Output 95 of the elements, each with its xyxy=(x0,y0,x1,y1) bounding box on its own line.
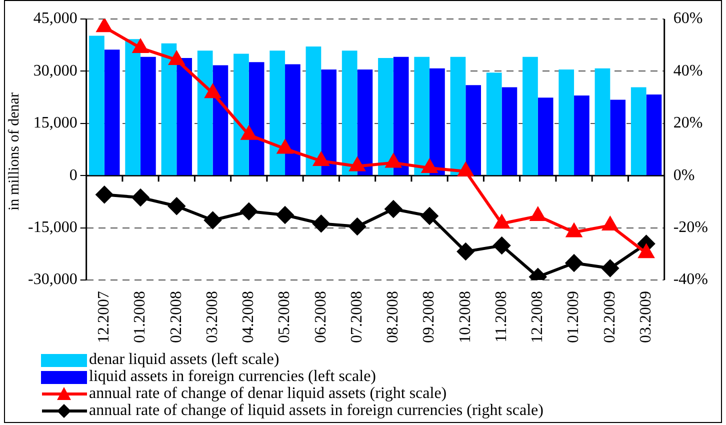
bar xyxy=(646,94,662,176)
bar xyxy=(630,87,646,176)
point xyxy=(384,200,402,218)
x-tick-label: 04.2008 xyxy=(240,291,258,343)
point xyxy=(168,198,186,215)
bar xyxy=(234,54,249,176)
y-tick-label: -15,000 xyxy=(28,219,78,236)
point xyxy=(638,244,654,258)
y-tick-label: 30,000 xyxy=(33,62,78,80)
point xyxy=(277,140,293,154)
bar xyxy=(285,64,300,176)
x-tick-label: 02.2008 xyxy=(168,291,185,343)
point xyxy=(350,158,365,172)
bar xyxy=(321,69,336,176)
bar xyxy=(140,56,156,176)
bar xyxy=(486,72,502,176)
bar xyxy=(574,96,590,176)
bar xyxy=(306,46,322,176)
bar xyxy=(430,68,445,176)
x-tick-label: 01.2008 xyxy=(132,291,149,343)
point xyxy=(204,212,222,229)
x-tick-label: 02.2009 xyxy=(601,291,618,343)
point xyxy=(494,215,510,229)
point xyxy=(530,208,546,222)
x-tick-label: 12.2007 xyxy=(96,291,113,343)
legend-label: liquid assets in foreign currencies (left scale) xyxy=(89,368,376,385)
bar xyxy=(270,50,286,176)
x-tick-label: 01.2009 xyxy=(565,291,582,343)
point xyxy=(566,224,582,238)
x-tick-label: 06.2008 xyxy=(312,291,330,343)
point xyxy=(240,202,258,220)
bar xyxy=(197,50,213,176)
point xyxy=(205,84,220,98)
bar xyxy=(558,69,574,176)
bar xyxy=(104,50,120,176)
x-tick-label: 12.2008 xyxy=(529,291,546,343)
x-tick-label: 03.2009 xyxy=(637,291,654,343)
bar xyxy=(450,56,466,176)
point xyxy=(458,162,474,176)
y2-tick-label: 0% xyxy=(673,166,695,184)
point xyxy=(96,19,112,32)
y-tick-label: 15,000 xyxy=(33,114,78,132)
point xyxy=(132,39,148,53)
legend-label: denar liquid assets (left scale) xyxy=(89,351,280,368)
x-tick-label: 08.2008 xyxy=(384,291,402,343)
point xyxy=(314,152,329,166)
bar xyxy=(538,98,554,176)
x-tick-label: 11.2008 xyxy=(492,291,510,342)
bar xyxy=(161,43,177,176)
y2-tick-label: 60% xyxy=(673,10,703,28)
y-axis-title: in millions of denar xyxy=(6,92,24,210)
bar xyxy=(466,85,482,176)
bar xyxy=(610,100,626,176)
bar xyxy=(176,58,192,176)
legend-label: annual rate of change of liquid assets in foreign currencies (right scale) xyxy=(89,402,544,419)
point xyxy=(421,208,438,225)
point xyxy=(602,216,618,230)
bar xyxy=(342,50,358,176)
point xyxy=(386,154,401,168)
bar xyxy=(378,58,394,176)
x-tick-label: 03.2008 xyxy=(204,291,221,343)
bar xyxy=(414,56,430,176)
point xyxy=(566,254,583,272)
point xyxy=(276,206,294,224)
point xyxy=(169,51,184,65)
bar xyxy=(89,36,104,176)
bar xyxy=(393,56,409,176)
point xyxy=(96,186,113,204)
point xyxy=(241,126,256,140)
y-tick-label: 0 xyxy=(69,166,78,184)
point xyxy=(493,237,510,254)
point xyxy=(422,160,438,174)
bar xyxy=(502,87,518,176)
legend-label: annual rate of change of denar liquid assets (right scale) xyxy=(89,385,447,402)
x-tick-label: 07.2008 xyxy=(348,291,366,343)
bar xyxy=(522,56,538,176)
bar xyxy=(212,65,228,176)
point xyxy=(348,218,366,235)
y2-tick-label: 40% xyxy=(673,62,703,80)
point xyxy=(602,260,619,277)
y-tick-label: -30,000 xyxy=(28,271,78,288)
bar xyxy=(125,39,141,176)
y-tick-label: 45,000 xyxy=(33,10,78,28)
x-tick-label: 09.2008 xyxy=(420,291,438,343)
point xyxy=(312,215,330,232)
x-tick-label: 10.2008 xyxy=(456,291,474,343)
y2-tick-label: 20% xyxy=(673,114,703,132)
y2-tick-label: -20% xyxy=(673,219,708,236)
point xyxy=(132,189,150,206)
bar xyxy=(248,62,264,176)
bar xyxy=(357,69,373,176)
x-tick-label: 05.2008 xyxy=(276,291,294,343)
point xyxy=(457,243,474,260)
bar xyxy=(594,68,610,176)
y2-tick-label: -40% xyxy=(673,271,708,288)
